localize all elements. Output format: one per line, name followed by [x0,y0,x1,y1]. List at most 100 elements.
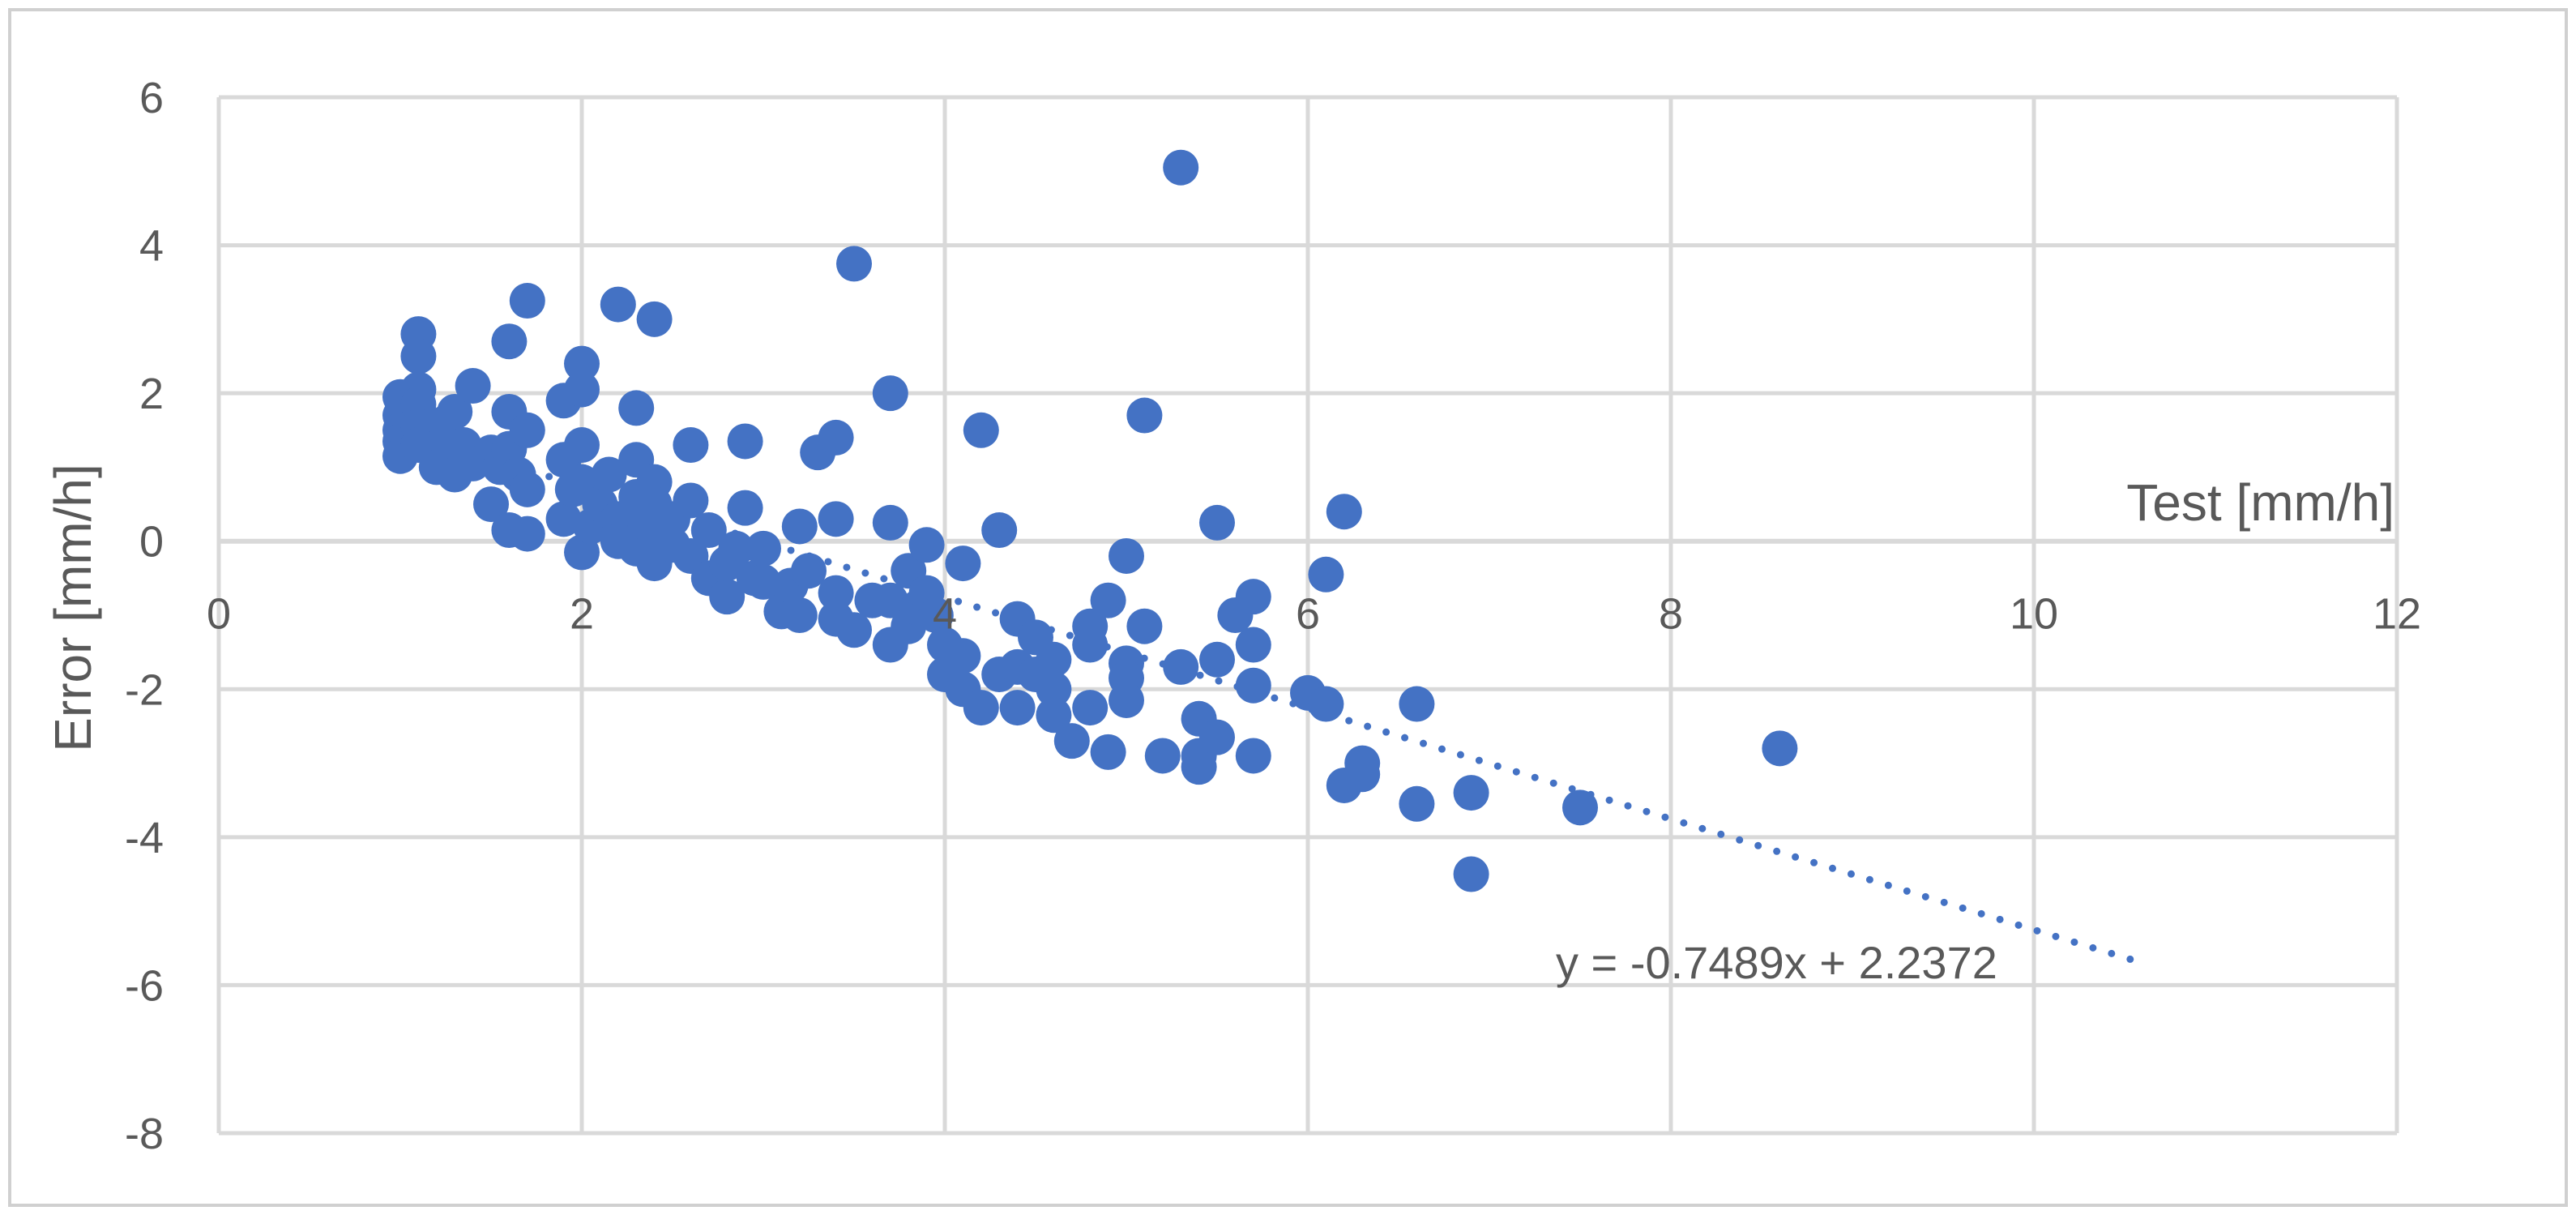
data-point [781,508,818,545]
data-point [836,612,872,648]
data-point [1163,149,1199,186]
data-point [509,516,545,552]
y-tick-labels: 6 4 2 0 -2 -4 -6 -8 [125,74,164,1158]
data-point [1399,785,1435,822]
data-point [509,412,545,448]
data-point [745,563,781,600]
data-point [1399,686,1435,722]
data-point [1562,789,1598,826]
data-point [872,375,908,412]
y-tick-label: -6 [125,961,164,1010]
data-point [455,368,491,404]
data-point [1762,730,1798,767]
data-point [1109,682,1144,718]
data-point [945,545,981,582]
data-point [690,512,727,549]
data-point [600,286,636,323]
data-point [1308,686,1344,722]
data-point [437,393,473,430]
data-point [727,490,763,526]
chart-frame [8,8,2568,1207]
data-point [1126,608,1163,644]
data-point [1126,397,1163,434]
data-point [1163,648,1199,685]
data-point [1326,494,1362,530]
data-point [673,427,709,464]
y-tick-label: -8 [125,1110,164,1158]
y-tick-label: -2 [125,665,164,714]
data-point [1308,556,1344,593]
data-point [1144,738,1181,774]
data-point [1235,667,1271,704]
data-point [545,501,582,537]
data-point [673,482,709,519]
data-point [636,301,673,337]
data-point [1036,697,1072,734]
y-tick-label: -4 [125,814,164,862]
data-point [1235,579,1271,615]
x-tick-labels: 0 2 4 6 8 10 12 [207,590,2421,639]
data-point [1053,723,1090,759]
data-point [791,553,827,589]
data-point [509,471,545,507]
data-point [908,527,945,563]
vertical-gridlines [216,97,2399,1133]
y-tick-label: 4 [139,222,164,271]
data-point [945,638,981,674]
data-point [1109,537,1144,574]
data-point [1090,734,1126,770]
data-point [1235,627,1271,663]
data-point [963,690,999,726]
x-tick-label: 0 [207,590,231,639]
data-point [491,323,528,360]
data-point [917,597,954,633]
trendline-equation: y = -0.7489x + 2.2372 [1556,937,1997,988]
y-tick-label: 6 [139,74,164,122]
data-point [564,371,600,408]
data-point [1199,504,1235,541]
data-point [818,419,854,456]
x-axis-title: Test [mm/h] [2126,473,2394,532]
data-point [727,423,763,460]
x-tick-label: 8 [1659,590,1683,639]
data-point [564,427,600,464]
y-tick-label: 0 [139,518,164,567]
data-point [1072,627,1109,663]
data-point [1072,690,1109,726]
data-point [981,512,1018,549]
data-point [745,530,781,567]
data-point [999,690,1036,726]
data-point [1453,775,1489,811]
x-tick-label: 10 [2010,590,2058,639]
y-tick-label: 2 [139,370,164,418]
data-point [1090,582,1126,618]
data-point [473,486,509,523]
data-point [1036,641,1072,678]
x-tick-label: 4 [933,590,957,639]
data-point [618,390,655,426]
data-point [781,597,818,633]
y-axis-title: Error [mm/h] [44,464,102,752]
data-point [872,504,908,541]
data-point [1199,641,1235,678]
data-point [564,345,600,382]
data-point [718,530,754,567]
data-point [400,338,437,374]
data-point [963,412,999,448]
data-point [509,283,545,319]
data-point [1344,756,1381,793]
data-point [1036,671,1072,708]
data-point [1453,856,1489,892]
data-point [709,579,745,615]
data-point [818,501,854,537]
x-tick-label: 12 [2373,590,2421,639]
x-tick-label: 6 [1296,590,1320,639]
x-tick-label: 2 [570,590,594,639]
data-points [382,149,1798,892]
data-point [1199,719,1235,755]
data-point [836,246,872,282]
data-point [872,582,908,618]
data-point [1181,749,1217,785]
data-point [591,456,627,493]
